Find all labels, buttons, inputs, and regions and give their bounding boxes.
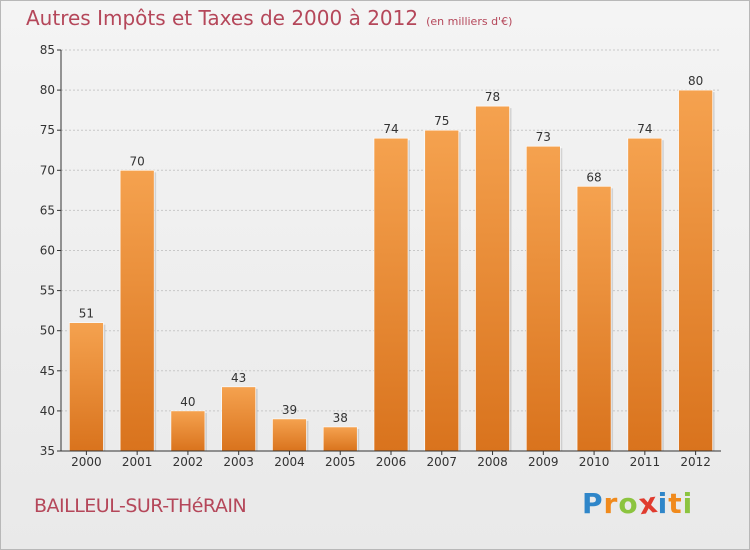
data-label: 68 [586,170,601,184]
logo-letter: x [636,485,660,522]
y-tick-label: 45 [40,364,55,378]
logo-letter: o [618,487,639,520]
bar [627,137,663,452]
data-label: 40 [180,395,195,409]
bar [475,105,510,452]
x-tick-label: 2009 [528,455,559,469]
y-tick-label: 85 [40,43,55,57]
x-tick-label: 2001 [122,455,153,469]
y-tick-label: 60 [40,244,55,258]
logo-letter: P [582,487,604,520]
chart-title: Autres Impôts et Taxes de 2000 à 2012 (en… [26,6,512,30]
logo-letter: t [668,487,683,520]
data-label: 78 [485,90,500,104]
bar [322,426,358,452]
logo-letter: i [657,487,669,520]
data-label: 73 [536,130,551,144]
bar [221,386,256,452]
bars [69,89,715,452]
data-label: 43 [231,371,246,385]
x-tick-label: 2006 [376,455,407,469]
x-tick-label: 2007 [426,455,457,469]
data-label: 39 [282,403,297,417]
x-tick-label: 2012 [680,455,711,469]
y-tick-label: 35 [40,444,55,458]
x-tick-label: 2003 [223,455,254,469]
y-tick-label: 65 [40,203,55,217]
bar [272,418,307,452]
commune-name: BAILLEUL-SUR-THéRAIN [34,495,247,517]
y-tick-label: 40 [40,404,55,418]
data-label: 74 [383,122,398,136]
y-tick-label: 55 [40,284,55,298]
bar [373,137,409,452]
chart-subtitle: (en milliers d'€) [426,15,513,28]
data-label: 80 [688,74,703,88]
labels: 35 40 45 50 55 60 65 70 75 80 85 51 2000 70 2001 40 2002… [40,43,711,469]
proxiti-logo[interactable]: Proxiti [582,485,694,522]
bar [424,129,460,452]
x-tick-label: 2004 [274,455,305,469]
axes [57,49,721,455]
logo-letter: i [682,487,694,520]
x-tick-label: 2008 [477,455,508,469]
bar [170,410,206,452]
data-label: 51 [79,307,94,321]
data-label: 75 [434,114,449,128]
bar [678,89,713,452]
x-tick-label: 2010 [579,455,610,469]
data-label: 38 [333,411,348,425]
x-tick-label: 2002 [173,455,204,469]
y-tick-label: 50 [40,324,55,338]
bar [526,145,561,452]
bar [119,170,155,452]
x-tick-label: 2000 [71,455,102,469]
x-tick-label: 2011 [630,455,661,469]
data-label: 74 [637,122,652,136]
y-tick-label: 80 [40,83,55,97]
chart-title-text: Autres Impôts et Taxes de 2000 à 2012 [26,6,419,30]
y-tick-label: 70 [40,163,55,177]
logo-letter: r [603,487,619,520]
bar [69,322,104,452]
x-tick-label: 2005 [325,455,356,469]
bar [576,186,612,452]
data-label: 70 [130,154,145,168]
y-tick-label: 75 [40,123,55,137]
